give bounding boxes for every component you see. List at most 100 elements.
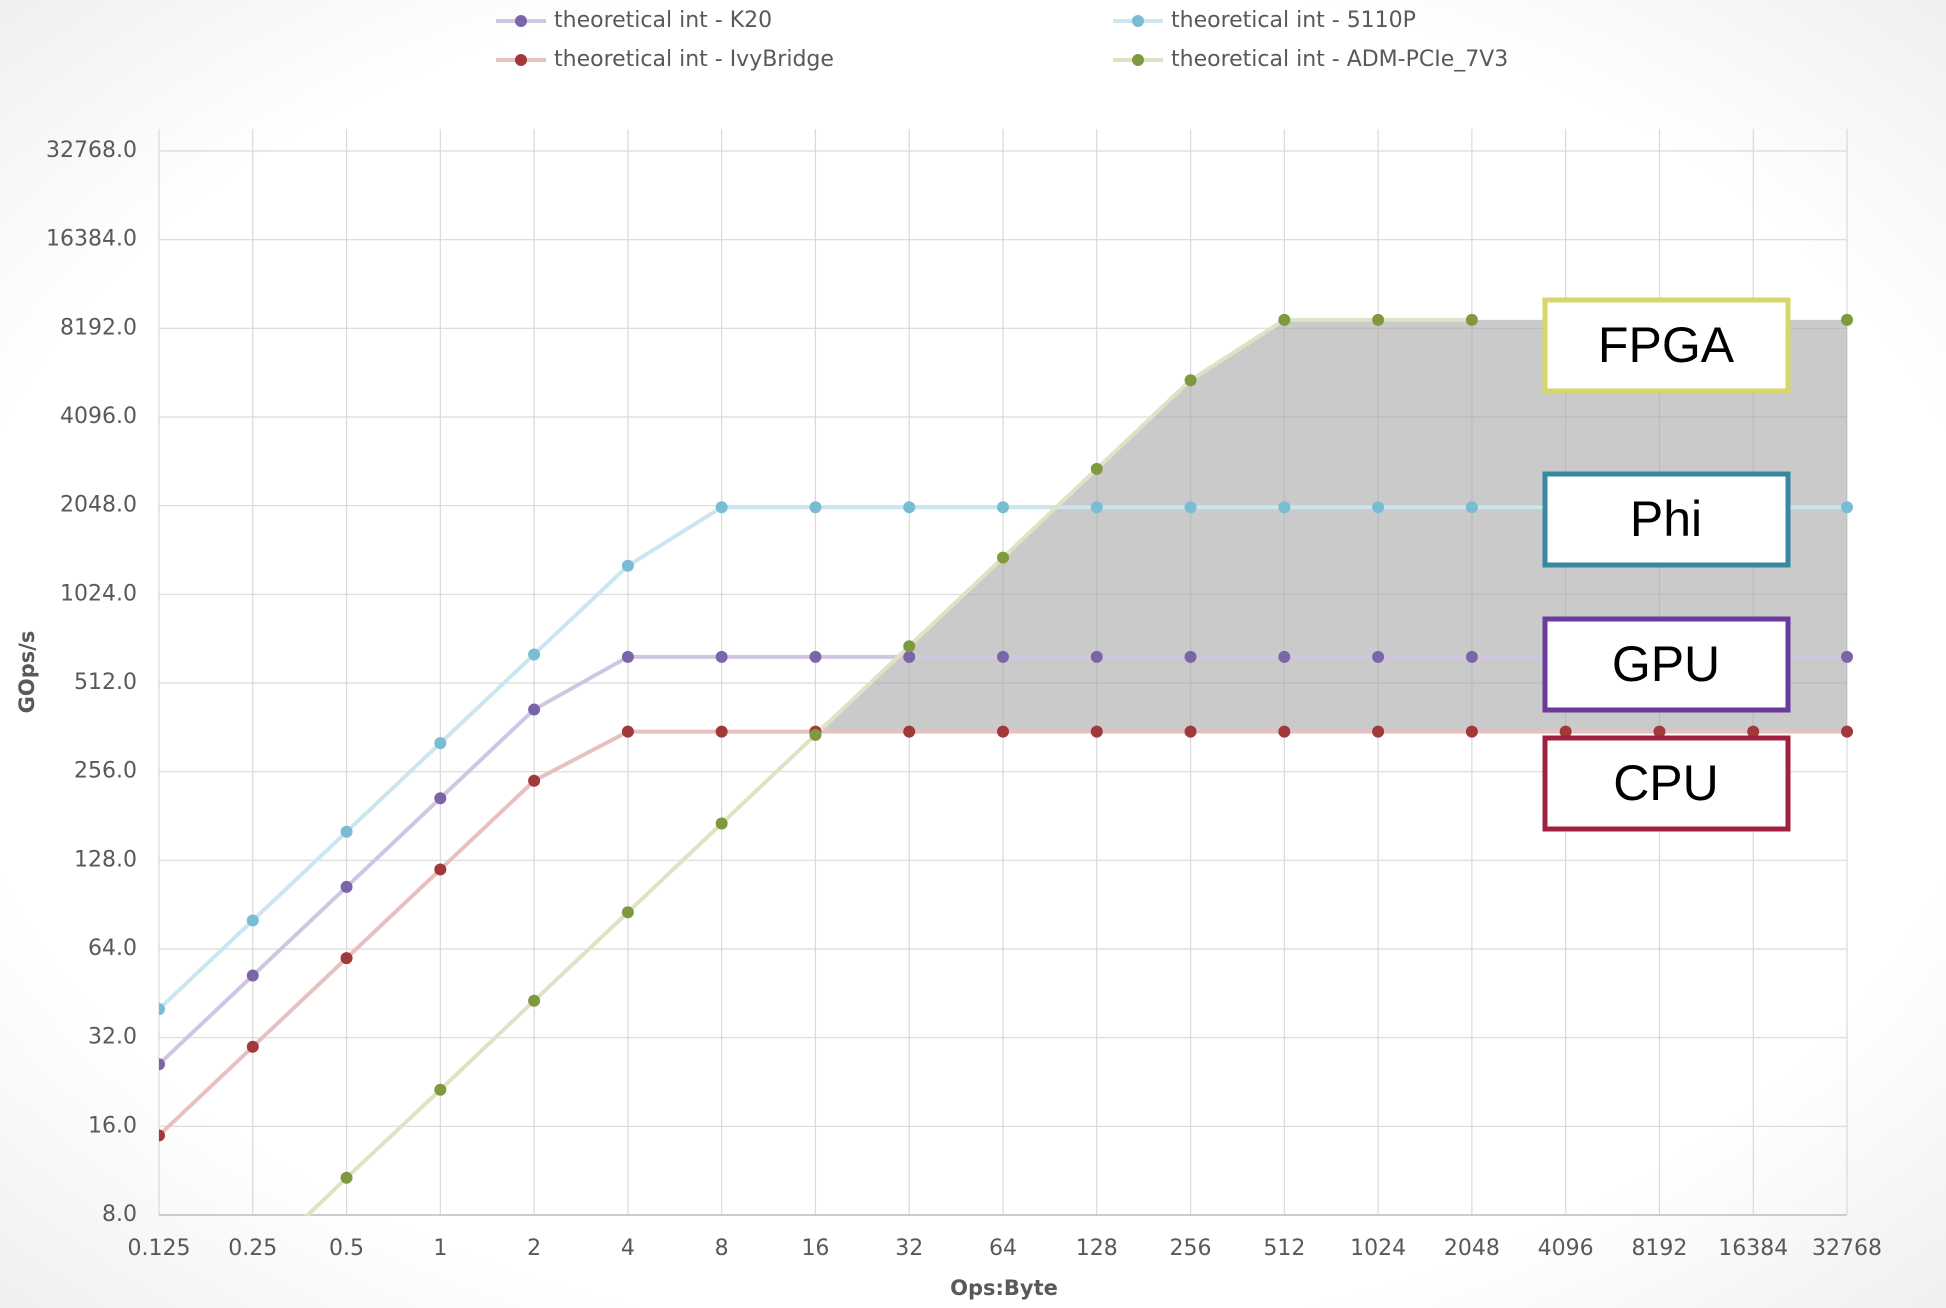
data-point	[809, 650, 822, 663]
annotation-box	[1542, 297, 1791, 394]
data-point	[1841, 501, 1853, 514]
y-tick-label: 32.0	[88, 1025, 137, 1050]
data-point	[809, 501, 822, 514]
x-tick-label: 16	[801, 1236, 829, 1261]
y-tick-label: 8192.0	[60, 315, 137, 340]
data-point	[621, 650, 634, 663]
y-tick-label: 16.0	[88, 1113, 137, 1138]
x-tick-label: 32	[895, 1236, 923, 1261]
y-tick-label: 256.0	[74, 759, 137, 784]
data-point	[434, 863, 447, 876]
x-tick-label: 128	[1076, 1236, 1118, 1261]
x-tick-label: 4096	[1538, 1236, 1594, 1261]
data-point	[159, 1129, 165, 1142]
data-point	[340, 952, 353, 965]
annotation-box	[1542, 735, 1791, 832]
legend-label: theoretical int - K20	[554, 8, 772, 33]
y-tick-label: 4096.0	[60, 404, 137, 429]
data-point	[997, 551, 1009, 564]
x-axis-label: Ops:Byte	[950, 1276, 1058, 1300]
data-point	[1278, 650, 1291, 663]
y-tick-label: 8.0	[102, 1202, 137, 1227]
data-point	[1372, 650, 1385, 663]
data-point	[809, 728, 822, 741]
data-point	[528, 648, 541, 661]
data-point	[1184, 501, 1197, 514]
y-tick-label: 512.0	[74, 670, 137, 695]
y-tick-label: 1024.0	[60, 581, 137, 606]
labels-layer: 8.0 16.0 32.0 64.0 128.0 256.0 512.0 1024.0 2048…	[46, 8, 1882, 1261]
data-point	[621, 725, 634, 738]
x-tick-label: 64	[989, 1236, 1017, 1261]
data-point	[246, 1040, 259, 1053]
x-tick-label: 8192	[1631, 1236, 1687, 1261]
y-tick-label: 2048.0	[60, 493, 137, 518]
y-tick-label: 128.0	[74, 847, 137, 872]
y-tick-label: 32768.0	[46, 138, 137, 163]
data-point	[1090, 462, 1103, 475]
data-point	[621, 906, 634, 919]
annotation-box	[1542, 471, 1791, 568]
annotation-text: CPU	[1613, 755, 1719, 811]
data-point	[715, 650, 728, 663]
legend-label: theoretical int - ADM-PCIe_7V3	[1171, 47, 1508, 72]
annotation-text: Phi	[1630, 491, 1702, 547]
data-point	[159, 1058, 165, 1071]
annotation-box	[1542, 616, 1791, 713]
data-point	[528, 774, 541, 787]
data-point	[715, 817, 728, 830]
legend-marker	[1132, 15, 1144, 27]
data-point	[1184, 374, 1197, 387]
data-point	[1465, 650, 1478, 663]
data-point	[1841, 313, 1853, 326]
data-point	[1090, 725, 1103, 738]
data-point	[340, 880, 353, 893]
data-point	[246, 914, 259, 927]
data-point	[434, 737, 447, 750]
data-point	[1465, 725, 1478, 738]
data-point	[1090, 501, 1103, 514]
data-point	[1559, 725, 1572, 738]
data-point	[528, 994, 541, 1007]
x-tick-label: 512	[1263, 1236, 1305, 1261]
data-point	[1841, 650, 1853, 663]
data-point	[715, 725, 728, 738]
data-point	[1372, 725, 1385, 738]
data-point	[903, 725, 916, 738]
data-point	[903, 501, 916, 514]
data-point	[1653, 725, 1666, 738]
x-tick-label: 256	[1170, 1236, 1212, 1261]
annotation-text: FPGA	[1598, 317, 1735, 373]
data-point	[246, 969, 259, 982]
data-point	[1465, 313, 1478, 326]
data-point	[997, 650, 1009, 663]
data-point	[997, 501, 1009, 514]
data-point	[340, 825, 353, 838]
annotation-text: GPU	[1612, 636, 1720, 692]
data-point	[1278, 725, 1291, 738]
x-tick-label: 16384	[1718, 1236, 1788, 1261]
data-point	[621, 559, 634, 572]
x-tick-label: 0.25	[228, 1236, 277, 1261]
data-point	[997, 725, 1009, 738]
data-point	[903, 650, 916, 663]
x-tick-label: 0.5	[329, 1236, 364, 1261]
x-tick-label: 1024	[1350, 1236, 1406, 1261]
data-point	[434, 792, 447, 805]
data-point	[1747, 725, 1760, 738]
x-tick-label: 8	[715, 1236, 729, 1261]
y-tick-label: 16384.0	[46, 227, 137, 252]
data-point	[1278, 501, 1291, 514]
x-tick-label: 4	[621, 1236, 635, 1261]
data-point	[1184, 650, 1197, 663]
legend-label: theoretical int - IvyBridge	[554, 47, 834, 72]
data-point	[1465, 501, 1478, 514]
data-point	[1184, 725, 1197, 738]
data-point	[159, 1003, 165, 1016]
x-tick-label: 1	[433, 1236, 447, 1261]
data-point	[1278, 313, 1291, 326]
data-point	[903, 640, 916, 653]
y-tick-label: 64.0	[88, 936, 137, 961]
data-point	[1090, 650, 1103, 663]
